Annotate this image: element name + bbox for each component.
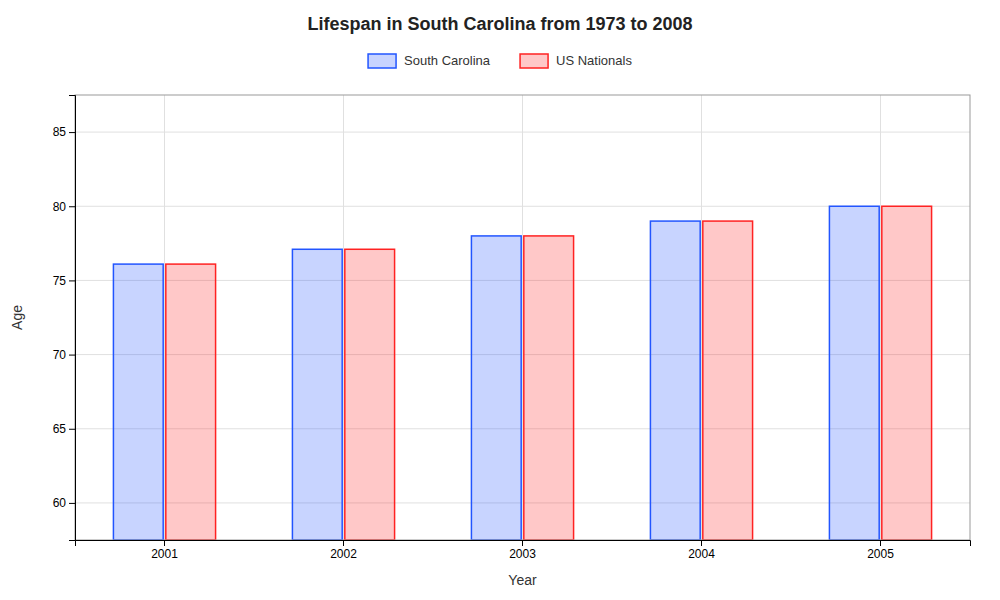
x-grid-line	[164, 95, 165, 540]
x-tick: 2001	[151, 540, 178, 561]
x-tick-mark	[522, 540, 523, 546]
bar	[166, 264, 216, 540]
legend-label: South Carolina	[404, 53, 491, 68]
y-axis-title: Age	[9, 305, 25, 330]
chart: 60 65 70 75 80 85 2001 2002 2003 2004 2005 Lifespan…	[0, 0, 1000, 600]
y-tick-mark	[69, 132, 75, 133]
x-axis: 2001 2002 2003 2004 2005	[76, 540, 971, 561]
bar	[882, 206, 932, 540]
bar	[471, 236, 521, 540]
bar	[703, 221, 753, 540]
x-tick-mark	[164, 540, 165, 546]
x-grid-line	[522, 95, 523, 540]
y-tick-label: 65	[53, 422, 67, 436]
y-tick-label: 80	[53, 200, 67, 214]
bars	[113, 206, 931, 540]
y-axis: 60 65 70 75 80 85	[53, 96, 76, 541]
y-tick: 65	[53, 422, 75, 436]
plot-frame	[75, 95, 970, 540]
x-grid-line	[701, 95, 702, 540]
x-tick-label: 2001	[151, 547, 178, 561]
x-grid-line	[880, 95, 881, 540]
x-tick-mark	[701, 540, 702, 546]
bar-series	[166, 206, 932, 540]
x-axis-line	[76, 541, 971, 547]
bar	[113, 264, 163, 540]
y-tick-mark	[69, 206, 75, 207]
legend-item: South Carolina	[368, 53, 491, 68]
x-tick: 2004	[688, 540, 715, 561]
x-tick-label: 2005	[867, 547, 894, 561]
x-axis-title: Year	[508, 572, 537, 588]
bar-series	[113, 206, 879, 540]
y-tick-label: 60	[53, 496, 67, 510]
bar	[524, 236, 574, 540]
y-tick-label: 70	[53, 348, 67, 362]
y-tick: 80	[53, 200, 75, 214]
x-tick-label: 2002	[330, 547, 357, 561]
plot: 60 65 70 75 80 85 2001 2002 2003 2004 2005	[53, 95, 971, 561]
y-tick-mark	[69, 355, 75, 356]
x-tick: 2005	[867, 540, 894, 561]
bar	[829, 206, 879, 540]
bar	[650, 221, 700, 540]
legend-swatch	[368, 54, 396, 68]
y-tick: 70	[53, 348, 75, 362]
y-tick: 60	[53, 496, 75, 510]
legend-item: US Nationals	[520, 53, 632, 68]
bar	[292, 249, 342, 540]
legend-label: US Nationals	[556, 53, 632, 68]
y-tick: 85	[53, 125, 75, 139]
y-tick-mark	[69, 503, 75, 504]
x-tick-mark	[343, 540, 344, 546]
x-tick: 2002	[330, 540, 357, 561]
legend: South Carolina US Nationals	[368, 53, 632, 68]
y-tick-mark	[69, 429, 75, 430]
y-tick-label: 85	[53, 125, 67, 139]
y-tick-mark	[69, 280, 75, 281]
x-grid-line	[343, 95, 344, 540]
title: Lifespan in South Carolina from 1973 to …	[307, 14, 692, 34]
y-tick-label: 75	[53, 274, 67, 288]
bar	[345, 249, 395, 540]
x-tick-label: 2004	[688, 547, 715, 561]
x-tick-label: 2003	[509, 547, 536, 561]
y-axis-line	[69, 96, 76, 541]
grid	[75, 95, 970, 540]
y-tick: 75	[53, 274, 75, 288]
legend-swatch	[520, 54, 548, 68]
x-tick: 2003	[509, 540, 536, 561]
x-tick-mark	[880, 540, 881, 546]
